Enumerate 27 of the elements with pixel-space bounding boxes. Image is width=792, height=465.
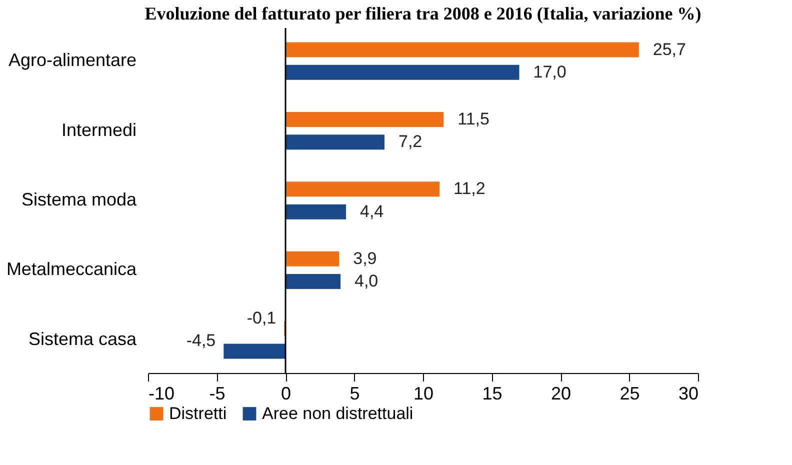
data-label: 7,2 [398, 132, 422, 152]
data-label: 4,0 [354, 272, 378, 291]
x-tick-label: 30 [678, 384, 698, 404]
data-label: 17,0 [533, 62, 566, 82]
x-tick-label: 20 [550, 384, 572, 404]
y-tick-label: Agro-alimentare [8, 50, 136, 70]
data-label: 4,4 [360, 202, 384, 221]
data-label: 11,2 [454, 179, 486, 198]
x-tick-label: -10 [148, 384, 175, 404]
y-tick-label: Sistema moda [21, 190, 138, 210]
data-label: 25,7 [652, 40, 686, 59]
x-tick-label: 5 [350, 384, 360, 404]
data-label: 3,9 [353, 248, 377, 268]
x-tick-label: -5 [209, 384, 226, 404]
data-label: 11,5 [458, 109, 490, 128]
y-tick-label: Sistema casa [28, 328, 138, 349]
x-tick-label: 0 [280, 384, 292, 404]
y-tick-label: Intermedi [61, 120, 136, 140]
legend-label: Aree non distrettuali [262, 404, 414, 423]
data-label: -4,5 [186, 331, 216, 350]
x-tick-label: 25 [620, 384, 640, 404]
chart-title: Evoluzione del fatturato per filiera tra 2008 e 2016 (Italia, variazione %) [144, 3, 702, 24]
legend-label: Distretti [169, 404, 227, 423]
data-label: -0,1 [246, 308, 276, 328]
y-tick-label: Metalmeccanica [6, 259, 138, 280]
x-tick-label: 15 [482, 384, 502, 404]
x-tick-label: 10 [413, 384, 434, 404]
